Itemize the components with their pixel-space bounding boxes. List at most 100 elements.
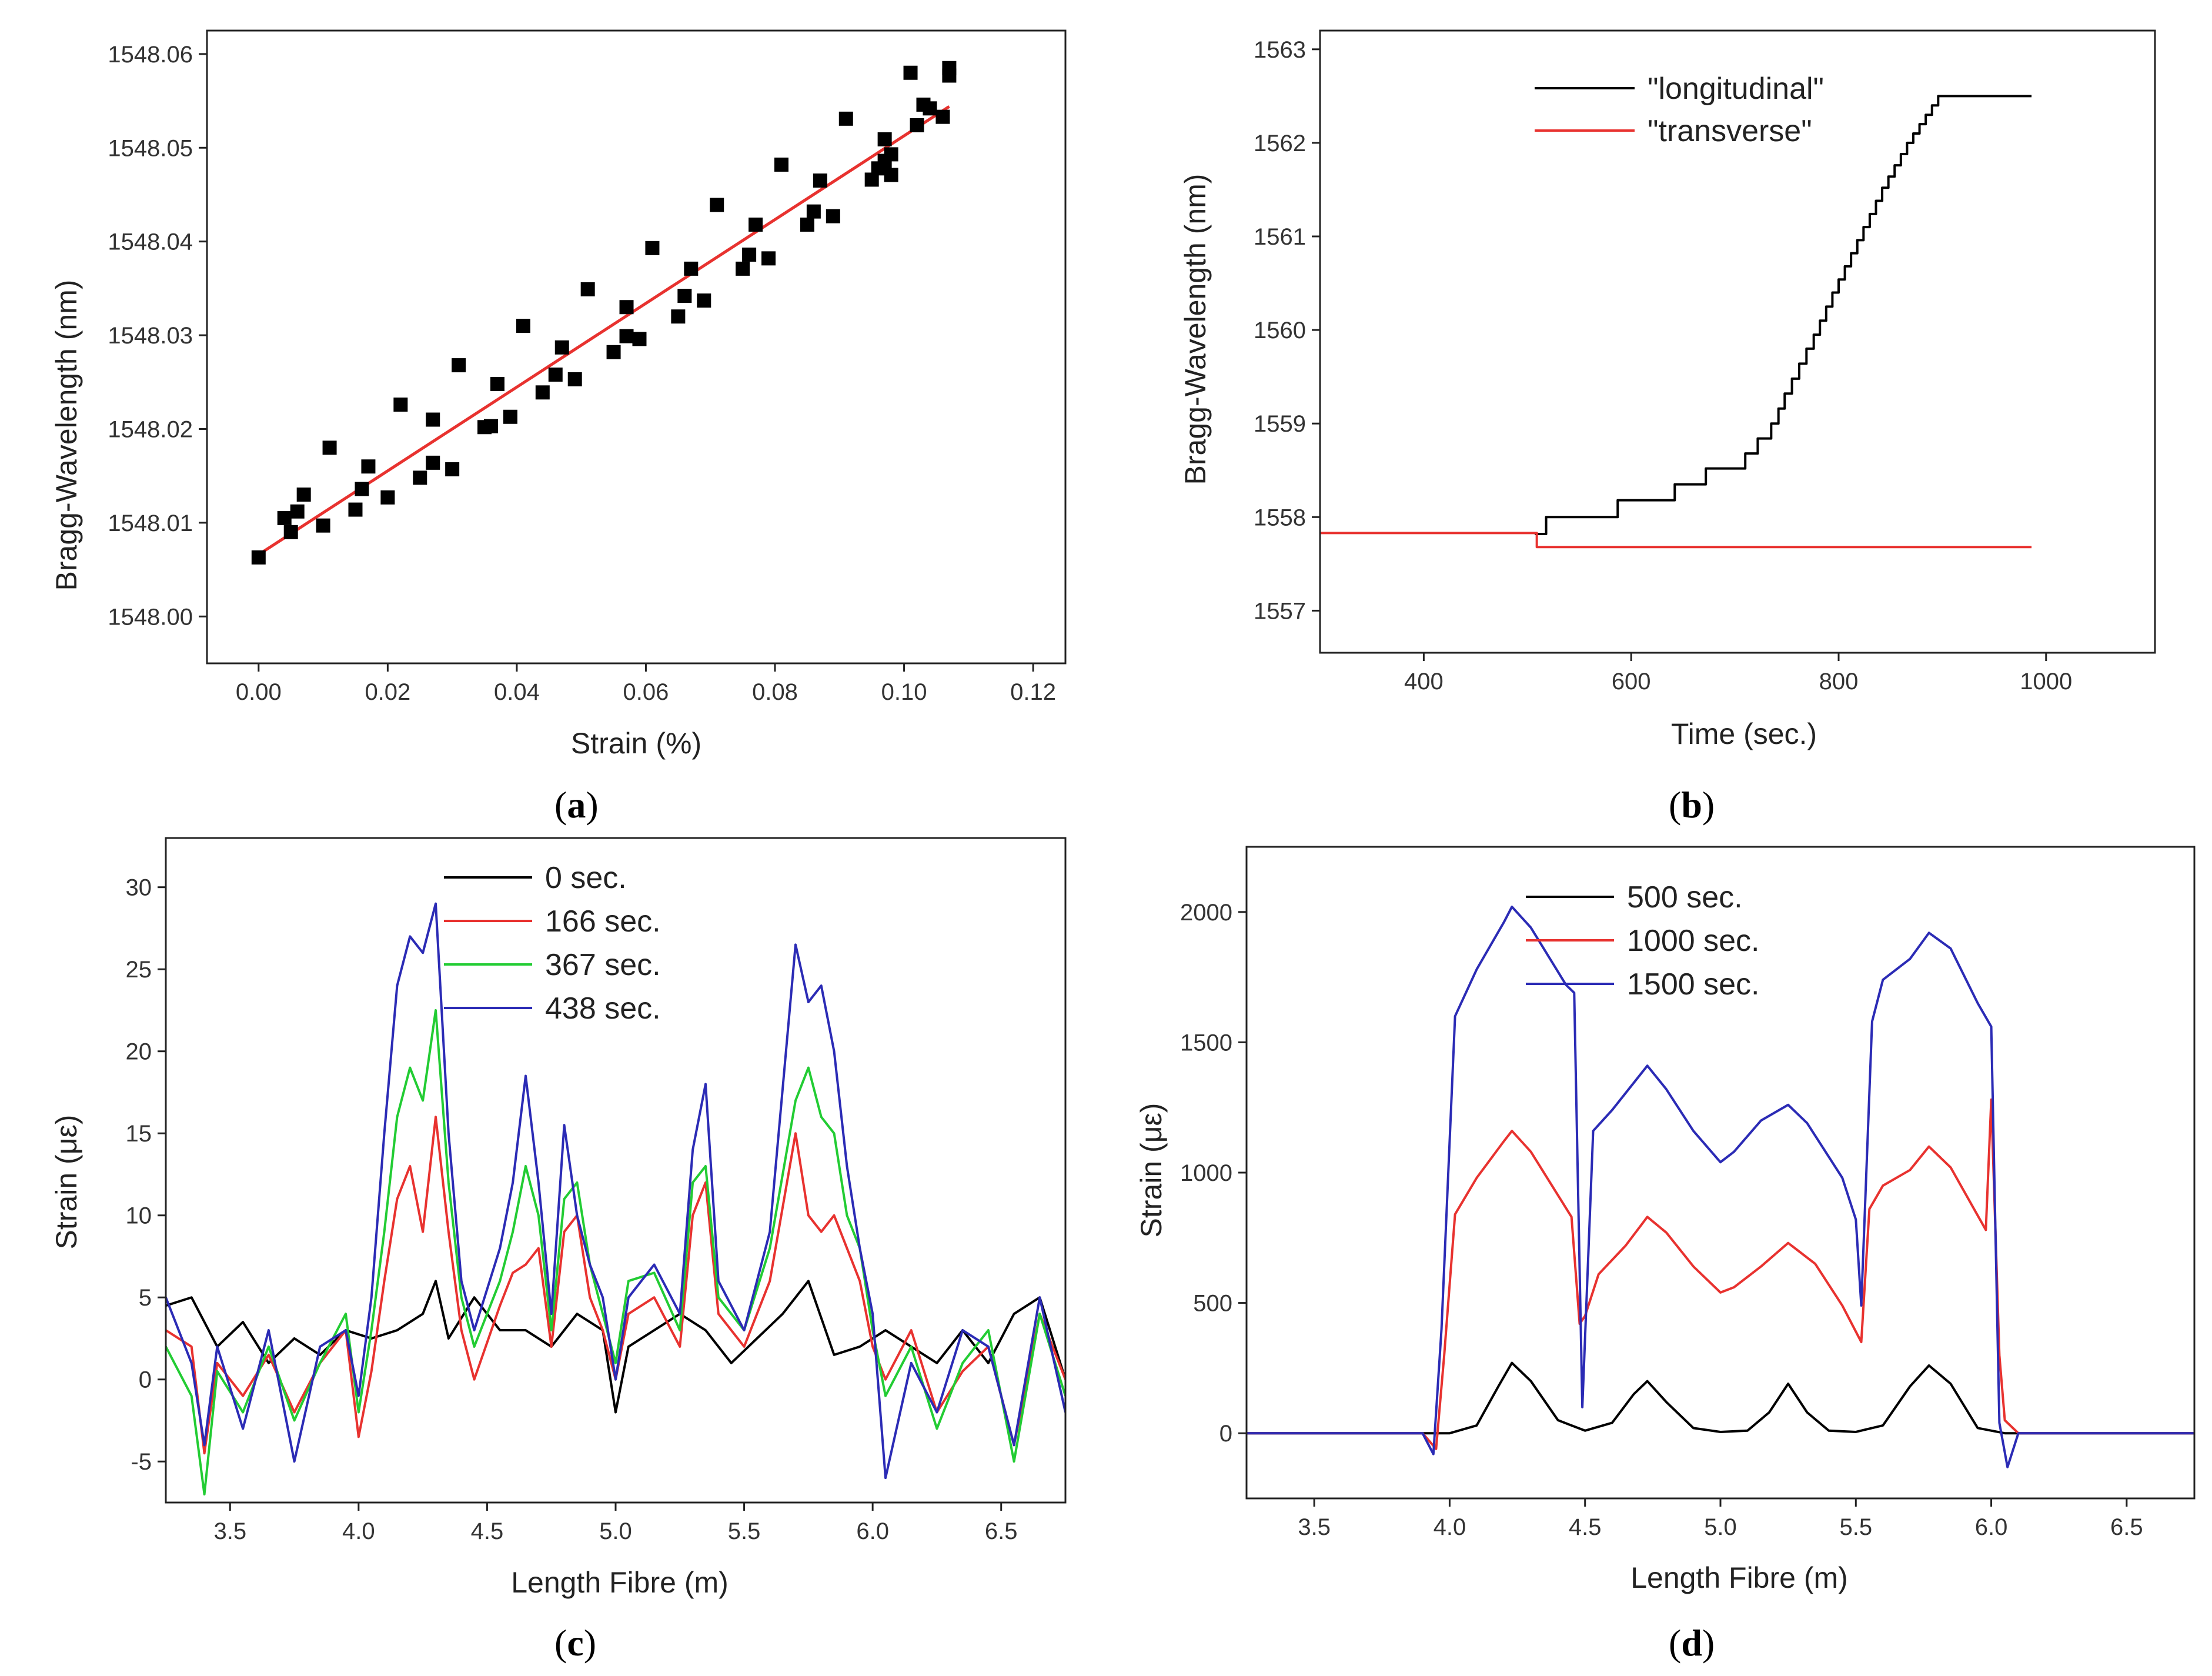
panel-c-legend-label: 438 sec. — [545, 991, 661, 1026]
panel-a-ytick-label: 1548.04 — [108, 229, 193, 255]
panel-b-xtick-label: 600 — [1612, 669, 1651, 695]
panel-d-series-line-1 — [1247, 1361, 2194, 1435]
panel-c: 3.5 4.0 4.5 5.0 5.5 6.0 6.5 -5 0 5 10 15 20 25 30 0 sec… — [50, 837, 1067, 1664]
panel-c-data-layer — [166, 902, 1065, 1496]
panel-c-ytick-label: 30 — [126, 875, 152, 901]
panel-a-data-point — [677, 289, 692, 303]
panel-a-ylabel: Bragg-Wavelength (nm) — [50, 280, 83, 591]
panel-a-data-point — [452, 358, 466, 373]
panel-a-data-point — [290, 504, 305, 519]
panel-b-xtick-label: 1000 — [2020, 669, 2072, 695]
panel-a-data-point — [445, 462, 460, 477]
panel-b-xtick-label: 400 — [1404, 669, 1444, 695]
panel-d-xtick-label: 6.0 — [1975, 1514, 2008, 1540]
panel-c-legend-label: 166 sec. — [545, 904, 661, 939]
panel-a-fit-line — [258, 105, 950, 556]
panel-a-data-point — [619, 300, 634, 315]
panel-d-ytick-label: 0 — [1219, 1421, 1232, 1447]
panel-a-ytick-label: 1548.01 — [108, 510, 193, 536]
panel-c-xtick-label: 6.5 — [985, 1518, 1018, 1544]
panel-d-plot: 3.5 4.0 4.5 5.0 5.5 6.0 6.5 0 500 1000 1500 2000 500… — [1180, 846, 2196, 1540]
panel-b: 400 600 800 1000 1557 1558 1559 1560 1561 1562 156… — [1179, 29, 2156, 826]
panel-d-xtick-label: 4.5 — [1569, 1514, 1602, 1540]
panel-a-data-point — [877, 132, 892, 146]
panel-c-ytick-label: -5 — [131, 1449, 152, 1475]
panel-a-data-point — [838, 111, 853, 126]
panel-a-data-point — [684, 261, 699, 276]
panel-a-data-point — [580, 282, 595, 296]
panel-a-data-point — [426, 455, 440, 470]
panel-a-data-point — [671, 309, 686, 324]
panel-a-data-point — [393, 398, 408, 412]
panel-c-series-line-2 — [166, 1116, 1065, 1455]
panel-a-data-point — [277, 510, 292, 525]
panel-b-plot: 400 600 800 1000 1557 1558 1559 1560 1561 1562 156… — [1254, 29, 2156, 695]
panel-a-data-point — [355, 482, 369, 496]
panel-c-xtick-label: 5.5 — [728, 1518, 761, 1544]
panel-a-data-point — [606, 345, 621, 359]
panel-b-ytick-label: 1562 — [1254, 131, 1306, 156]
panel-a-plot: 0.00 0.02 0.04 0.06 0.08 0.10 0.12 1548.00 1548.… — [108, 29, 1067, 705]
panel-b-ytick-label: 1561 — [1254, 224, 1306, 250]
panel-a-data-point — [316, 518, 330, 533]
panel-a-data-point — [942, 61, 957, 75]
panel-d-xtick-label: 6.5 — [2110, 1514, 2143, 1540]
panel-a-data-point — [490, 376, 504, 391]
panel-c-label-letter: c — [567, 1622, 583, 1664]
panel-a-data-point — [516, 319, 530, 333]
panel-a-data-point — [535, 385, 550, 400]
panel-a-data-point — [742, 247, 757, 262]
panel-a-ytick-label: 1548.06 — [108, 42, 193, 68]
panel-a-label: (a) — [554, 784, 599, 826]
panel-d-xlabel: Length Fibre (m) — [1630, 1561, 1848, 1594]
panel-a-data-point — [826, 209, 840, 223]
panel-b-ytick-label: 1559 — [1254, 411, 1306, 437]
panel-c-xtick-label: 4.0 — [342, 1518, 375, 1544]
panel-d-xtick-label: 3.5 — [1298, 1514, 1331, 1540]
panel-a-plot-frame — [206, 29, 1067, 665]
panel-a-xtick-label: 0.06 — [623, 679, 669, 705]
panel-c-legend: 0 sec. 166 sec. 367 sec. 438 sec. — [444, 861, 661, 1026]
panel-a: 0.00 0.02 0.04 0.06 0.08 0.10 0.12 1548.00 1548.… — [50, 29, 1067, 826]
panel-c-label: (c) — [554, 1622, 596, 1664]
panel-d-legend-label: 1500 sec. — [1627, 967, 1760, 1001]
panel-a-data-point — [774, 157, 788, 172]
panel-a-data-point — [903, 65, 918, 80]
panel-c-legend-label: 367 sec. — [545, 948, 661, 982]
panel-a-xtick-label: 0.02 — [365, 679, 410, 705]
panel-d-label-letter: d — [1681, 1622, 1702, 1664]
panel-c-ytick-label: 25 — [126, 957, 152, 983]
panel-a-data-point — [813, 173, 827, 188]
panel-a-data-point — [283, 525, 298, 539]
panel-b-legend: "longitudinal" "transverse" — [1535, 72, 1824, 148]
panel-b-ytick-label: 1557 — [1254, 598, 1306, 624]
panel-a-data-point — [884, 147, 898, 162]
panel-c-ylabel: Strain (με) — [50, 1115, 83, 1250]
panel-b-xtick-label: 800 — [1819, 669, 1859, 695]
panel-a-data-point — [710, 198, 724, 212]
panel-d-ylabel: Strain (με) — [1135, 1103, 1168, 1238]
panel-c-xtick-label: 4.5 — [471, 1518, 504, 1544]
panel-d-ytick-label: 500 — [1193, 1291, 1232, 1317]
panel-d-legend: 500 sec. 1000 sec. 1500 sec. — [1526, 880, 1760, 1001]
panel-b-plot-frame — [1319, 29, 2156, 654]
panel-c-xtick-label: 5.0 — [599, 1518, 632, 1544]
panel-a-ytick-label: 1548.00 — [108, 604, 193, 630]
panel-a-data-point — [567, 372, 582, 386]
panel-a-data-layer — [251, 61, 957, 565]
panel-b-legend-label: "longitudinal" — [1648, 72, 1824, 106]
panel-b-ytick-label: 1563 — [1254, 37, 1306, 63]
panel-a-data-point — [296, 488, 311, 502]
panel-d-label: (d) — [1669, 1622, 1715, 1664]
panel-a-data-point — [361, 459, 376, 474]
panel-a-data-point — [619, 329, 634, 343]
panel-b-ytick-label: 1560 — [1254, 318, 1306, 343]
panel-a-data-point — [413, 470, 427, 485]
panel-a-data-point — [736, 261, 750, 276]
panel-a-ytick-label: 1548.05 — [108, 135, 193, 161]
panel-a-xtick-label: 0.08 — [752, 679, 798, 705]
panel-c-ytick-label: 15 — [126, 1121, 152, 1147]
panel-b-series-line-1 — [1535, 95, 2032, 535]
panel-a-label-letter: a — [567, 784, 586, 826]
